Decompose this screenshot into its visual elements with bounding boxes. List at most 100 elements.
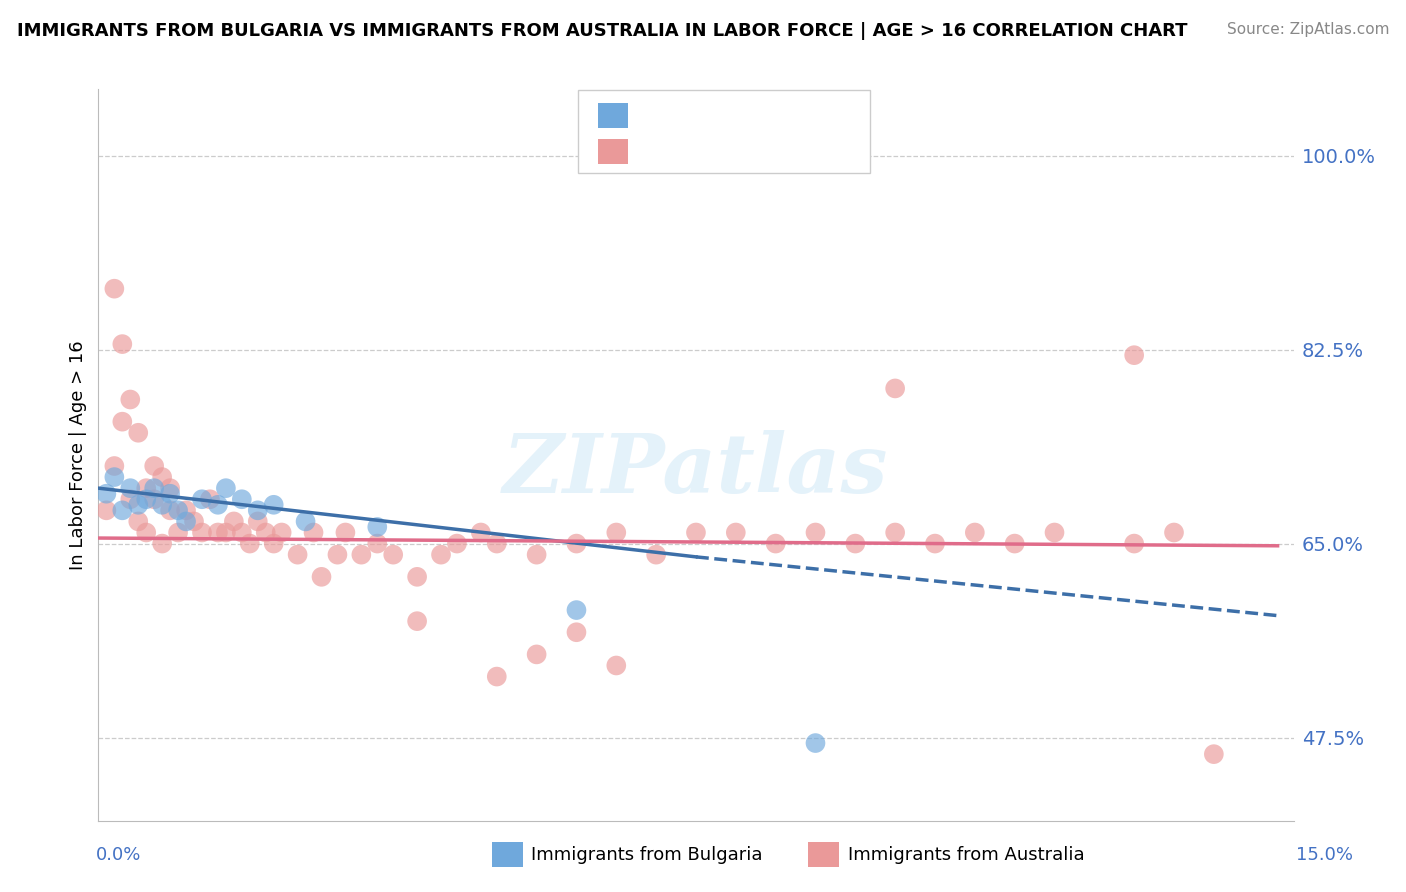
Point (143, 492, 166, 507)
Point (135, 492, 157, 507)
Point (143, 481, 166, 495)
Point (143, 458, 166, 473)
Text: R =: R = (640, 143, 679, 161)
Point (135, 481, 157, 495)
Point (1123, 536, 1146, 550)
Point (724, 525, 747, 540)
Point (884, 525, 907, 540)
Point (765, 536, 787, 550)
Point (103, 470, 125, 484)
Point (1004, 536, 1026, 550)
Text: IMMIGRANTS FROM BULGARIA VS IMMIGRANTS FROM AUSTRALIA IN LABOR FORCE | AGE > 16 : IMMIGRANTS FROM BULGARIA VS IMMIGRANTS F… (17, 22, 1188, 40)
Point (366, 536, 388, 550)
Point (207, 498, 229, 512)
Point (645, 548, 668, 562)
Point (1123, 348, 1146, 362)
Point (924, 536, 946, 550)
Point (254, 525, 277, 540)
Point (1202, 747, 1225, 761)
Text: 15.0%: 15.0% (1295, 846, 1353, 863)
Point (844, 536, 866, 550)
Point (120, 492, 142, 507)
Point (311, 570, 333, 584)
Point (96, 486, 118, 500)
Point (150, 536, 173, 550)
Point (526, 548, 548, 562)
Point (150, 498, 173, 512)
Point (804, 736, 827, 750)
Point (167, 503, 190, 517)
Point (263, 536, 285, 550)
Point (231, 492, 253, 507)
Text: N =: N = (734, 107, 773, 125)
Point (231, 525, 253, 540)
Point (103, 458, 125, 473)
Point (485, 669, 508, 683)
Point (884, 381, 907, 395)
Point (191, 525, 214, 540)
Text: 0.0%: 0.0% (96, 846, 141, 863)
Point (127, 515, 149, 529)
Text: 21: 21 (765, 107, 790, 125)
Point (605, 525, 627, 540)
Point (207, 525, 229, 540)
Point (565, 625, 588, 640)
Text: N =: N = (734, 143, 773, 161)
Point (174, 503, 197, 517)
Point (350, 548, 373, 562)
Point (222, 515, 245, 529)
Point (446, 536, 468, 550)
Text: ZIPatlas: ZIPatlas (503, 430, 889, 509)
Point (159, 481, 181, 495)
Point (470, 525, 492, 540)
Point (326, 548, 349, 562)
Text: 68: 68 (765, 143, 790, 161)
Text: Immigrants from Bulgaria: Immigrants from Bulgaria (531, 846, 763, 863)
Text: -0.279: -0.279 (668, 107, 733, 125)
Point (685, 525, 707, 540)
Point (135, 525, 157, 540)
Point (804, 525, 827, 540)
Y-axis label: In Labor Force | Age > 16: In Labor Force | Age > 16 (69, 340, 87, 570)
Point (406, 614, 429, 628)
Point (963, 525, 986, 540)
Point (287, 548, 309, 562)
Point (215, 525, 238, 540)
Point (150, 470, 173, 484)
Point (485, 536, 508, 550)
Point (1163, 525, 1185, 540)
Text: -0.008: -0.008 (668, 143, 733, 161)
Point (191, 492, 214, 507)
Point (605, 658, 627, 673)
Point (215, 481, 238, 495)
Text: R =: R = (640, 107, 679, 125)
Point (103, 282, 125, 296)
Point (335, 525, 357, 540)
Point (120, 392, 142, 407)
Point (159, 486, 181, 500)
Point (430, 548, 453, 562)
Text: Immigrants from Australia: Immigrants from Australia (848, 846, 1084, 863)
Point (111, 503, 134, 517)
Point (159, 503, 181, 517)
Point (96, 503, 118, 517)
Point (565, 536, 588, 550)
Point (366, 520, 388, 534)
Point (127, 498, 149, 512)
Point (406, 570, 429, 584)
Point (270, 525, 292, 540)
Point (174, 515, 197, 529)
Point (263, 498, 285, 512)
Point (111, 415, 134, 429)
Point (1043, 525, 1066, 540)
Point (183, 515, 205, 529)
Point (526, 648, 548, 662)
Point (302, 525, 325, 540)
Point (120, 481, 142, 495)
Point (294, 515, 316, 529)
Point (565, 603, 588, 617)
Point (246, 515, 269, 529)
Point (382, 548, 405, 562)
Point (111, 337, 134, 351)
Point (239, 536, 262, 550)
